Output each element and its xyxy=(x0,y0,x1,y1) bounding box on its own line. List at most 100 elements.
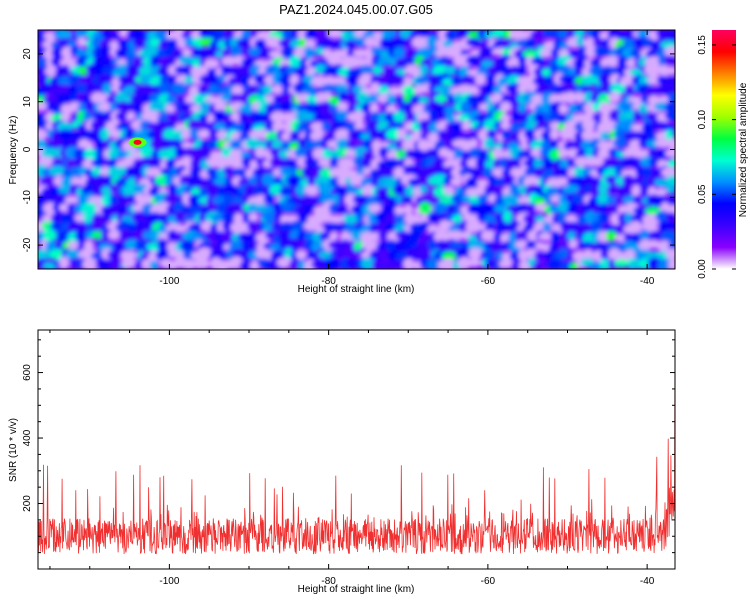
heatmap-cell xyxy=(102,211,112,222)
heatmap-cell xyxy=(117,194,127,207)
heatmap-cell xyxy=(525,37,536,48)
y-tick-label: 200 xyxy=(22,495,33,512)
heatmap-cell xyxy=(402,85,417,98)
heatmap-cell xyxy=(270,111,287,123)
heatmap-cell xyxy=(327,30,344,39)
heatmap-cell xyxy=(197,247,212,260)
heatmap-cell xyxy=(514,230,532,243)
heatmap-cell xyxy=(657,148,668,161)
heatmap-cell xyxy=(49,249,66,260)
heatmap-cell xyxy=(149,260,159,269)
heatmap-cell xyxy=(665,101,675,112)
heatmap-cell xyxy=(356,212,366,224)
heatmap-cell xyxy=(588,176,602,186)
heatmap-cell xyxy=(171,224,187,233)
heatmap-cell xyxy=(558,247,569,260)
colorbar-label: Normalized spectral amplitude xyxy=(738,82,749,217)
heatmap-cell xyxy=(350,111,367,123)
heatmap-cell xyxy=(443,185,455,195)
snr-series-line xyxy=(38,333,675,555)
heatmap-cell xyxy=(582,249,594,261)
x-tick-label: -80 xyxy=(321,276,336,287)
heatmap-cell xyxy=(150,38,161,48)
heatmap-cell xyxy=(327,56,343,66)
heatmap-cell xyxy=(155,249,172,262)
heatmap-cell xyxy=(180,259,198,269)
heatmap-cell xyxy=(499,101,512,113)
heatmap-cell xyxy=(665,248,675,260)
heatmap-cell xyxy=(93,111,106,123)
heatmap-cell xyxy=(198,258,210,269)
heatmap-cell xyxy=(322,149,333,159)
heatmap-cell xyxy=(48,165,66,176)
heatmap-cell xyxy=(401,138,418,151)
heatmap-cell xyxy=(500,120,511,130)
heatmap-cell xyxy=(508,221,520,232)
heatmap-cell xyxy=(490,93,505,104)
heatmap-cell xyxy=(289,130,300,143)
heatmap-cell xyxy=(370,82,381,95)
heatmap-cell xyxy=(388,86,401,96)
y-tick-label: 20 xyxy=(22,48,33,60)
heatmap-cell xyxy=(262,84,275,95)
heatmap-y-axis-title: Frequency (Hz) xyxy=(8,116,19,185)
x-tick-label: -80 xyxy=(321,576,336,587)
colorbar-tick-label: 0.15 xyxy=(697,35,708,55)
heatmap-cell xyxy=(588,156,604,167)
heatmap-cell xyxy=(597,193,611,206)
heatmap-cell xyxy=(605,175,618,185)
heatmap-cell xyxy=(658,54,668,67)
heatmap-cell xyxy=(631,184,641,198)
heatmap-cell xyxy=(131,30,144,41)
heatmap-cell xyxy=(409,149,426,160)
heatmap-cell xyxy=(403,204,414,215)
heatmap-cell xyxy=(403,101,414,115)
heatmap-cell xyxy=(361,102,372,115)
heatmap-cell xyxy=(271,84,283,95)
heatmap-cell xyxy=(272,102,282,112)
heatmap-cell xyxy=(524,128,538,140)
heatmap-cell xyxy=(305,67,317,77)
heatmap-cell xyxy=(665,212,675,222)
heatmap-cell xyxy=(329,231,339,241)
heatmap-cell xyxy=(75,30,88,40)
y-tick-label: 0 xyxy=(22,146,33,152)
heatmap-cell xyxy=(616,150,626,159)
heatmap-cell xyxy=(158,224,170,234)
heatmap-cell xyxy=(483,137,495,150)
heatmap-cell xyxy=(667,158,675,168)
heatmap-cell xyxy=(256,203,268,214)
heatmap-cell xyxy=(206,46,219,58)
heatmap-cell xyxy=(298,137,308,150)
heatmap-cell xyxy=(533,112,546,124)
heatmap-cell xyxy=(667,92,675,104)
heatmap-cell xyxy=(490,30,508,39)
heatmap-cell xyxy=(304,30,318,40)
heatmap-cell xyxy=(490,243,505,252)
heatmap-cell xyxy=(50,221,64,231)
heatmap-cell xyxy=(393,110,406,124)
heatmap-cell xyxy=(523,213,537,224)
heatmap-cell xyxy=(502,173,515,186)
heatmap-cell xyxy=(123,156,136,169)
heatmap-cell xyxy=(427,132,441,142)
heatmap-cell xyxy=(294,147,309,159)
y-tick-label: 10 xyxy=(22,96,33,108)
heatmap-cell xyxy=(555,177,570,186)
heatmap-cell xyxy=(456,248,473,260)
heatmap-cell xyxy=(483,46,496,58)
heatmap-peak xyxy=(133,139,142,145)
heatmap-cell xyxy=(222,193,234,205)
colorbar-tick-label: 0.05 xyxy=(697,184,708,204)
heatmap-cell xyxy=(541,130,552,142)
heatmap-cell xyxy=(466,37,482,47)
heatmap-cell xyxy=(335,205,349,215)
heatmap-cell xyxy=(200,221,213,232)
heatmap-cell xyxy=(650,168,660,179)
heatmap-cell xyxy=(573,92,586,103)
heatmap-cell xyxy=(375,187,393,196)
heatmap-cell xyxy=(450,122,466,132)
heatmap-cell xyxy=(296,249,308,260)
heatmap-cell xyxy=(279,186,294,196)
heatmap-cell xyxy=(223,30,235,39)
